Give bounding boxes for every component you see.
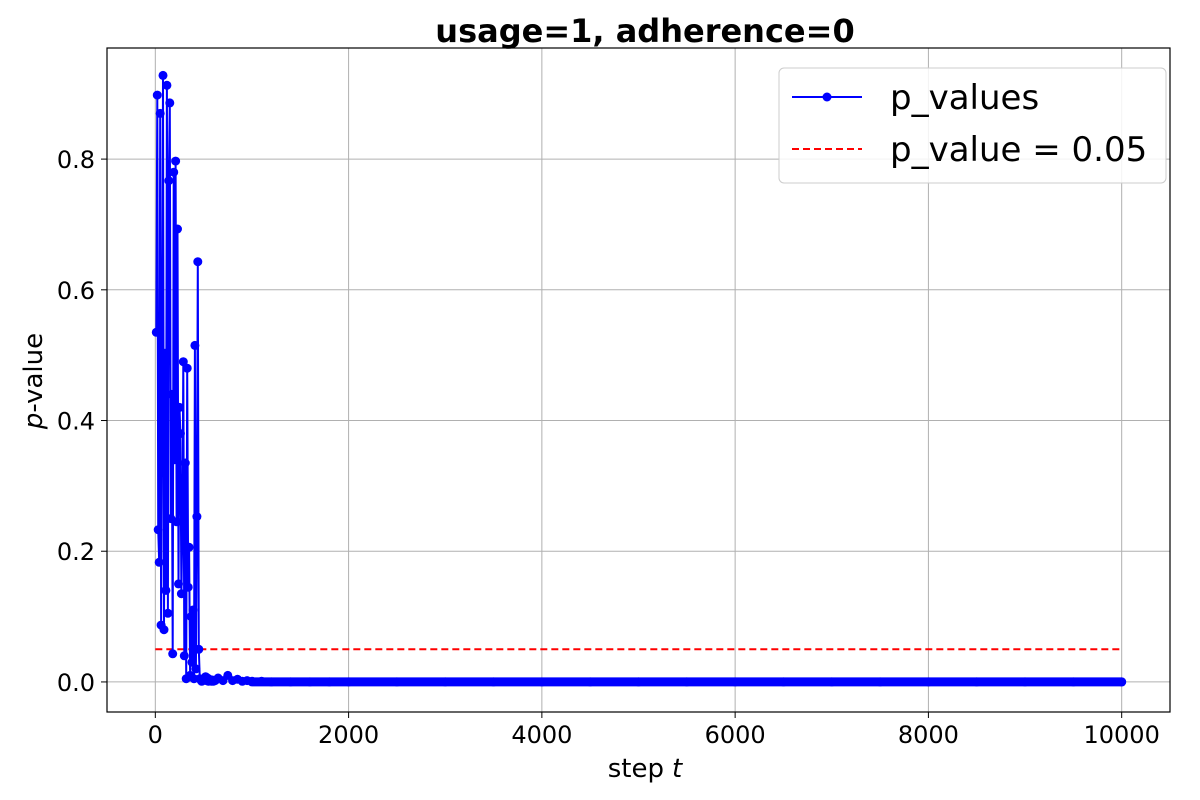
x-tick-label: 8000: [898, 721, 959, 749]
chart-title: usage=1, adherence=0: [435, 12, 854, 50]
p-values-point: [190, 340, 200, 350]
y-tick-label: 0.8: [57, 146, 95, 174]
p-values-point: [170, 455, 180, 465]
legend-box: [778, 67, 1167, 184]
p-values-point: [162, 80, 172, 90]
p-values-point: [177, 517, 187, 527]
p-values-point: [176, 589, 186, 599]
p-values-point: [155, 108, 165, 118]
p-values-point: [175, 402, 184, 412]
p-values-point: [168, 649, 178, 659]
x-tick-label: 2000: [318, 721, 379, 749]
x-tick-label: 6000: [705, 721, 766, 749]
p-values-point: [151, 327, 161, 337]
p-values-point: [180, 458, 190, 468]
p-values-point: [187, 657, 197, 667]
p-values-point: [169, 167, 179, 177]
x-axis-label-var: t: [672, 754, 683, 784]
x-axis-label: step t: [608, 754, 683, 784]
y-axis-label: p-value: [19, 333, 49, 430]
p-values-point: [171, 156, 181, 166]
legend-label-threshold: p_value = 0.05: [890, 130, 1147, 170]
series-layer: [151, 70, 1127, 687]
p-values-point: [158, 70, 168, 80]
p-values-point: [194, 644, 204, 654]
p-values-point: [174, 579, 183, 589]
p-values-point: [161, 585, 171, 595]
p-values-point: [157, 376, 167, 386]
legend-marker-p-values: [822, 92, 832, 102]
p-values-point: [192, 512, 202, 522]
x-tick-label: 10000: [1084, 721, 1160, 749]
x-tick-label: 4000: [511, 721, 572, 749]
p-values-point: [159, 625, 169, 635]
p-values-point: [163, 608, 173, 618]
x-tick-label: 0: [148, 721, 163, 749]
p-values-point: [175, 429, 185, 439]
p-values-point: [167, 389, 177, 399]
y-tick-label: 0.0: [57, 669, 95, 697]
plot-frame: [106, 47, 1171, 713]
p-values-point: [173, 224, 182, 234]
p-values-point: [188, 605, 198, 615]
y-axis-label-var: p: [19, 413, 49, 431]
legend-label-p-values: p_values: [890, 78, 1039, 118]
y-tick-label: 0.2: [57, 538, 95, 566]
p-values-point: [183, 582, 193, 592]
p-values-point: [154, 557, 164, 567]
p-values-point: [179, 651, 189, 661]
y-axis-label-text: -value: [19, 333, 49, 413]
tick-layer: 0 2000 4000 6000 8000 10000 0.0 0.2 0.4 0.6 0.8: [57, 146, 1160, 749]
p-values-point: [152, 90, 162, 100]
p-values-point: [164, 176, 174, 186]
legend: p_values p_value = 0.05: [778, 67, 1167, 184]
p-values-point: [160, 348, 170, 358]
y-tick-label: 0.6: [57, 277, 95, 305]
p-values-point: [191, 664, 201, 674]
p-values-point: [193, 257, 203, 267]
p-values-point: [184, 542, 194, 552]
p-values-point: [178, 357, 188, 367]
p-values-point: [165, 98, 175, 108]
p-values-point: [182, 363, 192, 373]
x-axis-label-text: step: [608, 754, 664, 784]
p-values-point: [153, 525, 163, 535]
y-tick-label: 0.4: [57, 408, 95, 436]
